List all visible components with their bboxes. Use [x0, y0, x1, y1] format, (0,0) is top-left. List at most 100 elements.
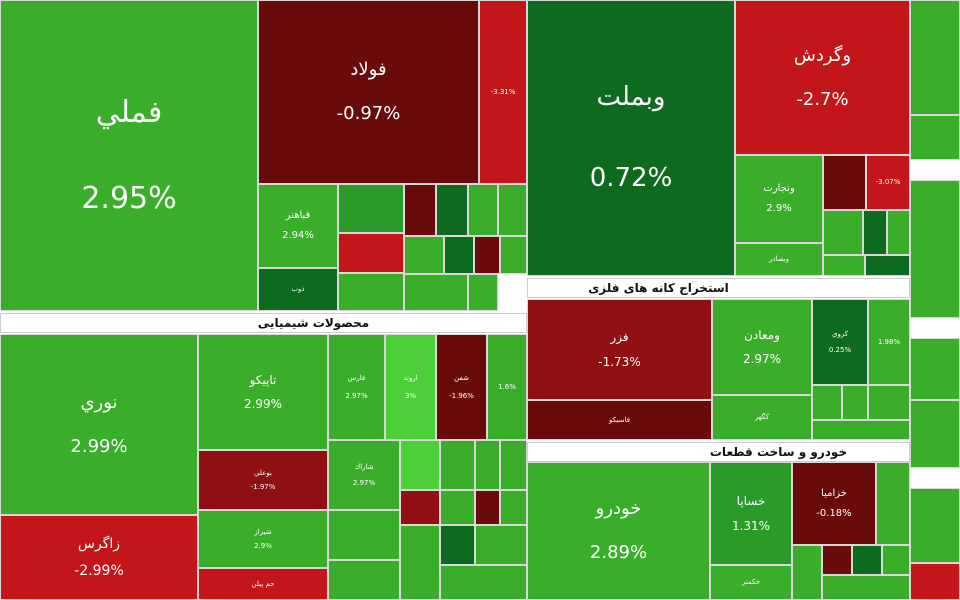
- tile: وبملت 0.72%: [527, 0, 735, 276]
- tile-name: جم پيلن: [251, 579, 275, 588]
- tile: فولاد -0.97%: [258, 0, 479, 184]
- tile: [400, 440, 440, 490]
- tile-name: شيراز: [254, 527, 272, 536]
- tile: [500, 490, 527, 525]
- tile-change: 0.72%: [589, 163, 673, 193]
- tile: [910, 115, 960, 160]
- tile-name: وتجارت: [763, 183, 795, 194]
- tile-name: ومعادن: [744, 327, 780, 342]
- tile: ومعادن 2.97%: [712, 299, 812, 395]
- tile-change: 3%: [404, 392, 417, 400]
- tile: فزر -1.73%: [527, 299, 712, 400]
- tile-change: -1.96%: [449, 392, 474, 400]
- tile: [822, 575, 910, 600]
- tile-change: 2.9%: [254, 542, 272, 550]
- tile-change: -1.97%: [250, 483, 276, 491]
- tile-name: وبصادر: [768, 255, 790, 264]
- tile: 1.98%: [868, 299, 910, 385]
- tile: خزاميا -0.18%: [792, 462, 876, 545]
- tile-change: 2.99%: [70, 435, 128, 457]
- tile-name: اروند: [403, 373, 418, 382]
- tile-change: 1.6%: [498, 382, 516, 391]
- section-header: خودرو و ساخت قطعات: [527, 442, 910, 462]
- tile: [792, 545, 822, 600]
- tile: [338, 184, 404, 233]
- tile: اروند 3%: [385, 334, 436, 440]
- tile: [475, 440, 500, 490]
- tile: [852, 545, 882, 575]
- tile-change: -0.18%: [816, 507, 852, 519]
- tile: -3.31%: [479, 0, 527, 184]
- tile: فاسيكو: [527, 400, 712, 440]
- tile: [812, 420, 910, 440]
- tile-change: -2.7%: [796, 88, 849, 110]
- tile-change: 2.97%: [352, 479, 376, 487]
- tile: فارس 2.97%: [328, 334, 385, 440]
- tile: [404, 274, 468, 311]
- tile: بوعلي -1.97%: [198, 450, 328, 510]
- tile-name: كگهر: [754, 413, 770, 422]
- tile: [823, 255, 865, 276]
- tile-change: -2.99%: [74, 562, 124, 579]
- tile: [910, 0, 960, 115]
- tile-change: 2.99%: [243, 397, 283, 411]
- tile: خودرو 2.89%: [527, 462, 710, 600]
- tile: [812, 385, 842, 420]
- tile: شاراك 2.97%: [328, 440, 400, 510]
- tile-name: فملي: [95, 94, 163, 130]
- tile: [823, 210, 863, 255]
- tile: -3.07%: [866, 155, 910, 210]
- tile: 1.6%: [487, 334, 527, 440]
- tile-change: 2.94%: [282, 230, 314, 241]
- tile: نوري 2.99%: [0, 334, 198, 515]
- tile: [468, 184, 498, 236]
- tile: [823, 155, 866, 210]
- tile-name: نوري: [80, 391, 118, 413]
- tile: [500, 236, 527, 274]
- tile: [842, 385, 868, 420]
- tile: فملي 2.95%: [0, 0, 258, 311]
- tile-name: فارس: [347, 373, 366, 382]
- tile-name: بوعلي: [254, 468, 272, 477]
- tile-name: فباهنر: [285, 210, 311, 221]
- tile: [910, 338, 960, 400]
- tile: [887, 210, 910, 255]
- tile-name: زاگرس: [77, 535, 121, 552]
- tile: [822, 545, 852, 575]
- tile: [400, 490, 440, 525]
- tile-name: فاسيكو: [609, 415, 630, 424]
- tile-name: شفن: [454, 373, 469, 382]
- tile: شفن -1.96%: [436, 334, 487, 440]
- tile: تاپيكو 2.99%: [198, 334, 328, 450]
- tile-name: خساپا: [736, 494, 766, 509]
- tile-name: فولاد: [350, 59, 387, 81]
- tile: [474, 236, 500, 274]
- tile-change: -3.31%: [490, 87, 516, 96]
- tile: جم پيلن: [198, 568, 328, 600]
- tile-name: كروي: [831, 329, 849, 338]
- tile: [404, 184, 436, 236]
- tile: [440, 525, 475, 565]
- tile: [876, 462, 910, 545]
- tile: [498, 184, 527, 236]
- tile: خساپا 1.31%: [710, 462, 792, 565]
- tile: ذوب: [258, 268, 338, 311]
- tile: [910, 180, 960, 318]
- tile: [865, 255, 910, 276]
- tile-name: خودرو: [595, 498, 642, 520]
- tile-change: 2.97%: [345, 392, 368, 400]
- tile-change: -3.07%: [875, 178, 901, 187]
- tile: [328, 560, 400, 600]
- tile-name: خكمتر: [741, 578, 761, 587]
- tile-name: تاپيكو: [249, 372, 277, 387]
- tile: [468, 274, 498, 311]
- tile: [868, 385, 910, 420]
- tile: [440, 490, 475, 525]
- tile: شيراز 2.9%: [198, 510, 328, 568]
- tile: [910, 488, 960, 563]
- tile: [863, 210, 887, 255]
- tile: [400, 525, 440, 600]
- tile: وتجارت 2.9%: [735, 155, 823, 243]
- tile: كگهر: [712, 395, 812, 440]
- tile-name: خزاميا: [821, 487, 847, 499]
